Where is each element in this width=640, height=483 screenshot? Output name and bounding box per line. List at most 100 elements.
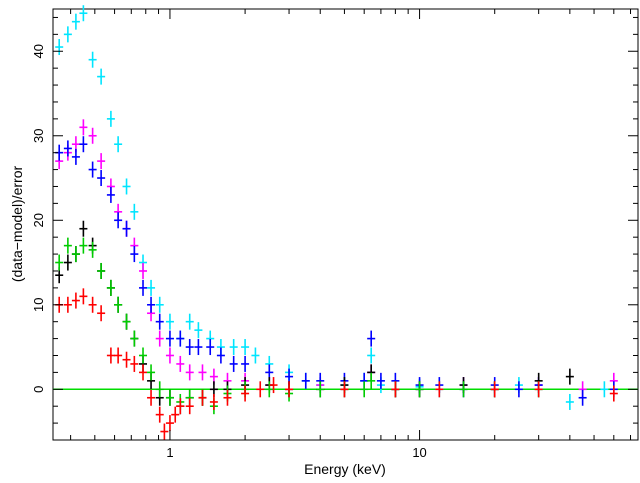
data-point [97,305,106,322]
data-point [185,364,194,381]
data-point [97,68,106,85]
data-point [565,393,574,410]
data-point [63,140,72,157]
data-point [114,347,123,364]
data-point [63,26,72,43]
data-point [206,339,215,356]
series-6 [55,288,618,440]
data-point [79,136,88,153]
data-point [376,372,385,389]
data-point [147,296,156,313]
data-point [391,381,400,398]
y-tick-label: 30 [31,129,46,143]
data-point [114,212,123,229]
data-point [534,381,543,398]
data-point [88,51,97,68]
data-point [340,381,349,398]
data-point [609,385,618,402]
data-point [97,153,106,170]
x-tick-label: 10 [412,445,426,460]
data-point [241,355,250,372]
data-point [367,330,376,347]
data-point [176,398,185,415]
data-point [198,364,207,381]
series-layer [55,5,618,440]
data-point [600,381,609,398]
data-point [79,237,88,254]
data-point [155,406,164,423]
data-point [97,170,106,187]
data-point [147,279,156,296]
data-point [79,288,88,305]
data-point [122,178,131,195]
data-point [251,347,260,364]
y-tick-label: 20 [31,213,46,227]
data-point [106,110,115,127]
data-point [176,355,185,372]
data-point [139,364,148,381]
data-point [130,355,139,372]
data-point [106,186,115,203]
data-point [55,254,64,271]
data-point [139,279,148,296]
data-point [130,246,139,263]
data-point [88,161,97,178]
data-point [185,313,194,330]
data-point [171,406,180,423]
data-point [216,347,225,364]
x-tick-label: 1 [166,445,173,460]
data-point [63,296,72,313]
y-axis-title: (data−model)/error [9,165,25,282]
data-point [301,372,310,389]
data-point [63,254,72,271]
data-point [241,385,250,402]
data-point [223,389,232,406]
data-point [165,415,174,432]
data-point [122,351,131,368]
data-point [114,296,123,313]
data-point [367,347,376,364]
data-point [55,39,64,56]
data-point [514,381,523,398]
y-tick-label: 40 [31,44,46,58]
data-point [229,339,238,356]
data-point [256,381,265,398]
data-point [139,347,148,364]
data-point [435,381,444,398]
data-point [194,339,203,356]
data-point [71,246,80,263]
data-point [578,389,587,406]
data-point [71,13,80,30]
data-point [79,5,88,22]
data-point [360,381,369,398]
data-point [63,237,72,254]
data-point [269,377,278,394]
data-point [165,347,174,364]
data-point [490,381,499,398]
data-point [198,389,207,406]
data-point [122,313,131,330]
data-point [88,241,97,258]
data-point [130,203,139,220]
data-point [88,296,97,313]
data-point [194,322,203,339]
data-point [160,423,169,440]
data-point [88,127,97,144]
data-point [147,389,156,406]
y-tick-label: 10 [31,298,46,312]
y-axis: 0 10 20 30 40 [31,16,638,424]
data-point [265,381,274,398]
data-point [165,313,174,330]
data-point [155,381,164,398]
data-point [209,393,218,410]
x-axis-title: Energy (keV) [304,461,386,477]
data-point [155,296,164,313]
data-point [316,381,325,398]
data-point [130,330,139,347]
data-point [155,313,164,330]
data-point [147,364,156,381]
data-point [79,119,88,136]
x-axis: 1 10 [70,9,632,460]
series-5 [55,237,543,415]
